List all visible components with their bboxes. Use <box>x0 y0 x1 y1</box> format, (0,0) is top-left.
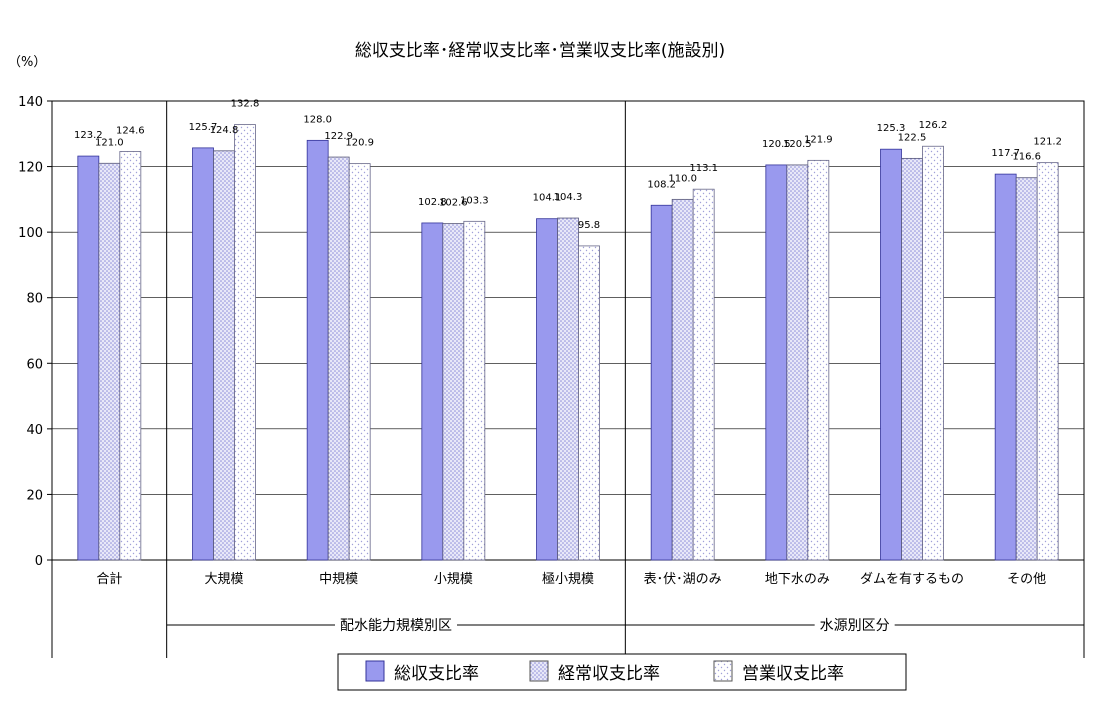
data-label: 108.2 <box>647 179 676 190</box>
group-label: 配水能力規模別区 <box>340 618 452 634</box>
data-label: 104.3 <box>554 192 583 203</box>
bar <box>327 156 350 561</box>
bar <box>536 218 558 561</box>
legend: 総収支比率 経常収支比率 営業収支比率 <box>337 653 907 691</box>
data-label: 113.1 <box>689 163 718 174</box>
y-tick-label: 20 <box>26 488 43 503</box>
data-label: 103.3 <box>460 195 489 206</box>
data-label: 117.7 <box>991 148 1020 159</box>
bar <box>213 150 235 561</box>
y-tick-label: 80 <box>26 292 43 307</box>
data-label: 122.9 <box>324 131 353 142</box>
bar <box>77 155 100 561</box>
data-label: 122.5 <box>898 132 927 143</box>
data-label: 121.0 <box>95 137 124 148</box>
bar <box>671 198 694 561</box>
data-label: 120.5 <box>762 139 791 150</box>
legend-label-2: 経常収支比率 <box>558 664 660 684</box>
bar <box>463 220 486 561</box>
y-tick-label: 60 <box>26 357 43 372</box>
data-label: 102.8 <box>418 197 447 208</box>
bars <box>77 124 1059 561</box>
category-label: 小規模 <box>434 572 473 587</box>
bar <box>765 164 788 561</box>
data-label: 126.2 <box>919 120 948 131</box>
data-label: 102.6 <box>439 198 468 209</box>
category-label: 極小規模 <box>542 571 594 587</box>
data-label: 132.8 <box>231 99 260 110</box>
data-label: 120.5 <box>783 139 812 150</box>
bar <box>119 151 142 561</box>
legend-swatch-2 <box>529 660 549 682</box>
legend-swatch-3 <box>713 660 733 682</box>
data-label: 123.2 <box>74 130 103 141</box>
data-label: 120.9 <box>345 138 374 149</box>
category-label: 表･伏･湖のみ <box>644 572 722 587</box>
data-label: 95.8 <box>578 220 600 231</box>
data-label: 125.7 <box>189 122 218 133</box>
data-label: 124.8 <box>210 125 239 136</box>
legend-swatch-1 <box>365 660 385 682</box>
bar <box>786 164 809 561</box>
bar <box>692 188 715 561</box>
data-label: 125.3 <box>877 123 906 134</box>
bar <box>901 157 923 561</box>
legend-box <box>337 653 907 691</box>
data-label: 124.6 <box>116 125 145 136</box>
bar <box>348 163 371 561</box>
data-label: 121.2 <box>1033 137 1062 148</box>
data-label: 116.6 <box>1012 152 1041 163</box>
bar <box>578 245 600 561</box>
data-label: 110.0 <box>668 173 697 184</box>
bar <box>98 162 121 561</box>
bar <box>1036 162 1059 561</box>
bar <box>421 222 444 561</box>
y-tick-label: 0 <box>35 554 43 569</box>
category-label: その他 <box>1007 572 1046 587</box>
data-label: 104.1 <box>533 193 562 204</box>
y-tick-label: 120 <box>18 161 43 176</box>
bar <box>994 173 1017 561</box>
bar <box>557 217 579 561</box>
y-tick-label: 140 <box>18 95 43 110</box>
bar <box>306 139 329 561</box>
category-label: 中規模 <box>319 572 358 587</box>
y-axis-unit: （%） <box>8 55 46 70</box>
bar <box>880 148 902 561</box>
category-label: ダムを有するもの <box>860 572 964 587</box>
data-label: 121.9 <box>804 134 833 145</box>
chart-title: 総収支比率･経常収支比率･営業収支比率(施設別) <box>355 41 725 61</box>
legend-label-3: 営業収支比率 <box>742 664 844 684</box>
bar <box>650 204 673 561</box>
bar <box>922 145 944 561</box>
bar <box>442 223 465 561</box>
bar <box>1015 177 1038 561</box>
category-label: 大規模 <box>204 572 243 587</box>
category-labels: 合計 大規模 中規模 小規模 極小規模 表･伏･湖のみ 地下水のみ ダムを有するもの その他 <box>96 571 1046 587</box>
legend-label-1: 総収支比率 <box>394 664 479 684</box>
group-label: 水源別区分 <box>820 618 890 634</box>
bar <box>807 159 830 561</box>
y-tick-label: 100 <box>18 226 43 241</box>
group-labels: 配水能力規模別区 水源別区分 <box>51 101 1085 658</box>
y-axis-ticks: 0 20 40 60 80 100 120 140 <box>18 95 52 569</box>
bar <box>192 147 214 561</box>
category-label: 地下水のみ <box>765 572 830 587</box>
y-tick-label: 40 <box>26 423 43 438</box>
bar <box>234 124 256 561</box>
category-label: 合計 <box>96 571 122 587</box>
data-label: 128.0 <box>303 114 332 125</box>
